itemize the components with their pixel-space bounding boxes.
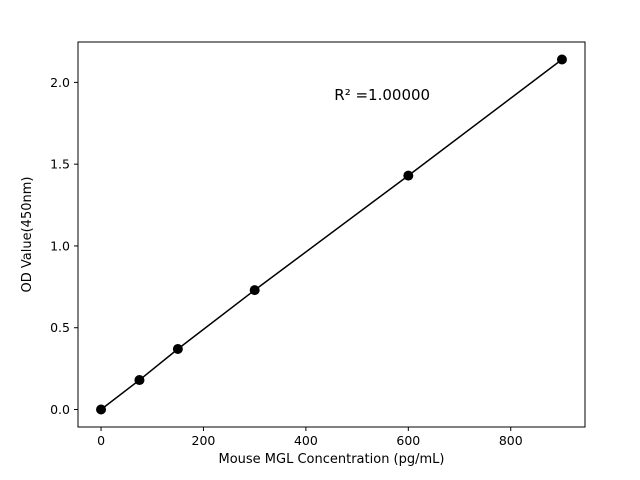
x-tick-label: 800 bbox=[499, 433, 523, 448]
data-point bbox=[556, 54, 567, 65]
y-tick-label: 0.5 bbox=[50, 320, 70, 335]
x-tick-label: 400 bbox=[294, 433, 318, 448]
data-point bbox=[249, 285, 260, 296]
data-point bbox=[172, 343, 183, 354]
x-tick-label: 600 bbox=[396, 433, 420, 448]
x-tick-label: 0 bbox=[97, 433, 105, 448]
series-line bbox=[100, 58, 563, 411]
y-axis-label: OD Value(450nm) bbox=[20, 177, 35, 293]
x-tick-label: 200 bbox=[192, 433, 216, 448]
y-tick-label: 1.5 bbox=[50, 157, 70, 172]
r-squared-annotation: R² =1.00000 bbox=[334, 86, 430, 104]
y-tick-label: 0.0 bbox=[50, 402, 70, 417]
y-tick-label: 1.0 bbox=[50, 238, 70, 253]
data-point bbox=[134, 375, 145, 386]
x-axis-label: Mouse MGL Concentration (pg/mL) bbox=[218, 452, 444, 467]
y-tick-label: 2.0 bbox=[50, 75, 70, 90]
plot-border bbox=[77, 41, 586, 428]
data-point bbox=[96, 404, 107, 415]
data-point bbox=[403, 170, 414, 181]
